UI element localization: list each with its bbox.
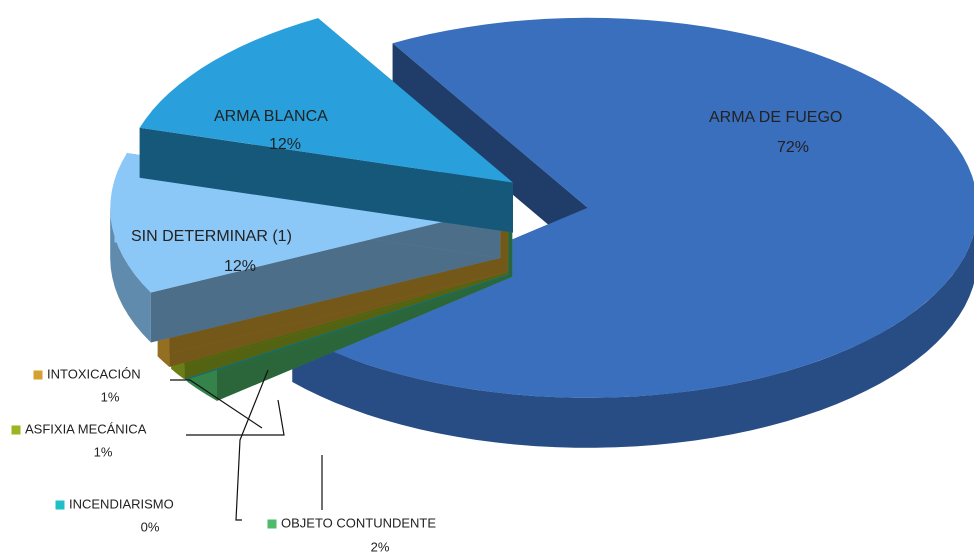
slice-label: ARMA DE FUEGO bbox=[709, 109, 842, 126]
slice-label: INCENDIARISMO bbox=[69, 496, 174, 511]
leader-line bbox=[186, 399, 285, 436]
slice-label: INTOXICACIÓN bbox=[47, 366, 141, 381]
slice-shade bbox=[110, 208, 151, 343]
labels: ARMA DE FUEGO 72% OBJETO CONTUNDENTE 2% INCE… bbox=[11, 108, 842, 554]
leader-line bbox=[235, 369, 269, 521]
legend-marker bbox=[197, 111, 209, 123]
slice-value-label: 0% bbox=[141, 519, 160, 534]
slice-top bbox=[110, 153, 501, 293]
slice-value-label: 2% bbox=[371, 539, 390, 554]
legend-marker bbox=[692, 112, 704, 124]
slice-side bbox=[292, 232, 974, 448]
slice-shade bbox=[392, 43, 588, 258]
slice-wall bbox=[392, 43, 588, 258]
slice-label: OBJETO CONTUNDENTE bbox=[281, 515, 436, 530]
slice-side bbox=[110, 208, 151, 343]
slice-wall bbox=[139, 127, 513, 233]
legend-marker bbox=[267, 519, 277, 529]
leader-line bbox=[170, 379, 263, 429]
legend-marker bbox=[11, 425, 21, 435]
slice-shade bbox=[292, 232, 974, 448]
slice-value-label: 1% bbox=[94, 444, 113, 459]
slice-value-label: 12% bbox=[224, 258, 256, 275]
slice-label: ARMA BLANCA bbox=[214, 108, 328, 125]
slice bbox=[139, 18, 513, 233]
slice-value-label: 1% bbox=[101, 389, 120, 404]
slice-value-label: 72% bbox=[777, 139, 809, 156]
slice-top bbox=[139, 18, 513, 183]
slice-value-label: 12% bbox=[269, 136, 301, 153]
slice-top bbox=[292, 17, 974, 398]
legend-marker bbox=[33, 370, 43, 380]
slice-shade bbox=[139, 127, 513, 233]
slice-label: SIN DETERMINAR (1) bbox=[131, 228, 292, 245]
slice-label: ASFIXIA MECÁNICA bbox=[25, 421, 147, 436]
legend-marker bbox=[55, 500, 65, 510]
legend-marker bbox=[114, 231, 126, 243]
pie bbox=[110, 17, 974, 448]
